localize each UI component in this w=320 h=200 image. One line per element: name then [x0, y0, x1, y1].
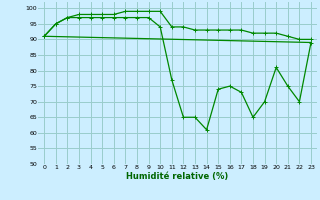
X-axis label: Humidité relative (%): Humidité relative (%) — [126, 172, 229, 181]
